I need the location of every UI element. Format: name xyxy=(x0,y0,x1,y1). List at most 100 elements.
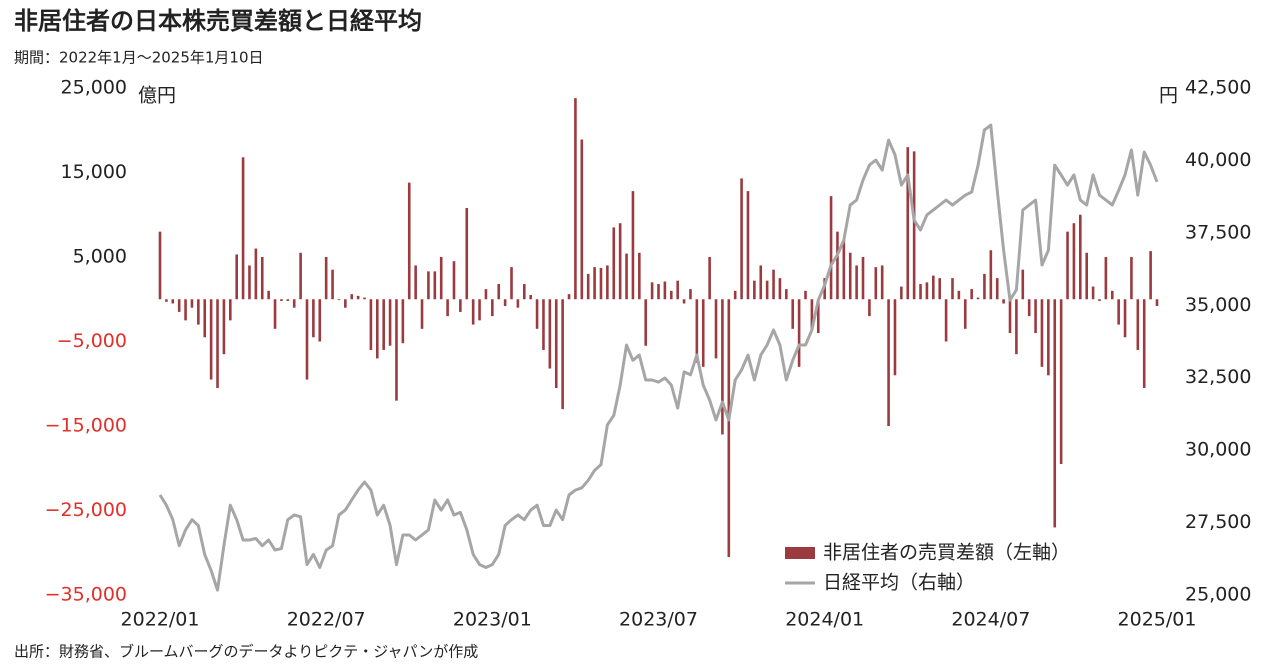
bar xyxy=(951,278,954,300)
bar xyxy=(944,299,948,342)
bar xyxy=(177,299,181,312)
bar xyxy=(855,265,858,300)
bar xyxy=(510,267,513,300)
bar xyxy=(407,182,411,300)
y-tick-label: 5,000 xyxy=(73,246,127,268)
y2-tick-label: 25,000 xyxy=(1185,584,1251,606)
y2-tick-label: 42,500 xyxy=(1185,77,1251,99)
x-tick-label: 2023/07 xyxy=(619,609,698,631)
bar xyxy=(759,265,763,300)
bar xyxy=(273,299,277,329)
bar xyxy=(963,299,967,329)
bar xyxy=(165,299,168,302)
bar xyxy=(522,284,526,300)
bar xyxy=(1123,299,1127,338)
bar xyxy=(574,98,577,300)
legend-label: 非居住者の売買差額（左軸） xyxy=(823,542,1070,564)
bar xyxy=(1136,299,1140,350)
bar xyxy=(970,289,973,300)
bar xyxy=(312,299,315,338)
bar xyxy=(554,299,558,388)
bar xyxy=(701,299,705,367)
y2-unit: 円 xyxy=(1159,85,1178,107)
bar xyxy=(740,178,743,300)
bar xyxy=(663,281,667,300)
y-tick-label: 15,000 xyxy=(61,161,127,183)
bar xyxy=(772,269,775,300)
bar xyxy=(1155,299,1159,307)
bar xyxy=(516,299,520,308)
x-tick-label: 2025/01 xyxy=(1118,609,1197,631)
bar xyxy=(874,267,878,300)
bar xyxy=(880,265,884,300)
bar xyxy=(644,299,648,346)
bar xyxy=(625,253,628,300)
x-tick-label: 2024/07 xyxy=(951,609,1030,631)
y-tick-label: 25,000 xyxy=(61,77,127,99)
bar xyxy=(344,299,347,308)
bar xyxy=(292,299,296,308)
bar xyxy=(606,265,609,300)
bar xyxy=(976,297,980,300)
bar xyxy=(286,299,290,301)
bar xyxy=(337,299,341,301)
bar xyxy=(1079,214,1082,300)
bar xyxy=(938,278,942,300)
bar xyxy=(861,257,865,300)
bar xyxy=(414,265,417,300)
bar xyxy=(721,299,724,435)
bar xyxy=(318,299,322,342)
bar xyxy=(260,257,264,300)
bar xyxy=(484,289,488,300)
bar xyxy=(1027,299,1031,317)
bar xyxy=(1085,252,1088,300)
bar xyxy=(669,290,673,300)
y-unit: 億円 xyxy=(138,85,176,107)
bar xyxy=(791,299,795,329)
bar xyxy=(912,151,916,300)
chart-subtitle: 期間：2022年1月～2025年1月10日 xyxy=(14,49,264,67)
bar xyxy=(471,299,475,325)
bar xyxy=(727,299,731,557)
bar xyxy=(580,139,584,300)
bar xyxy=(197,299,200,325)
legend-label: 日経平均（右軸） xyxy=(823,572,975,594)
bar xyxy=(657,284,660,300)
bar xyxy=(887,299,890,426)
bar xyxy=(529,295,532,300)
bar xyxy=(542,299,545,350)
bar xyxy=(1002,299,1005,304)
bar xyxy=(1098,299,1101,301)
bar xyxy=(356,295,360,300)
bar xyxy=(836,231,839,300)
bar xyxy=(184,299,187,321)
bar xyxy=(452,261,456,300)
bar xyxy=(695,299,699,363)
bar xyxy=(989,250,993,300)
bar xyxy=(478,299,481,321)
bar xyxy=(1015,299,1018,355)
bar xyxy=(586,273,590,300)
bar xyxy=(203,299,207,338)
bar xyxy=(420,299,424,329)
y-tick-label: −25,000 xyxy=(45,499,127,521)
bar xyxy=(1059,299,1063,465)
bar xyxy=(1149,251,1152,300)
bar xyxy=(305,299,309,380)
bar xyxy=(797,299,801,367)
bar xyxy=(535,299,539,329)
bar xyxy=(465,207,469,300)
y2-tick-label: 40,000 xyxy=(1185,149,1251,171)
bar xyxy=(171,299,175,304)
bar xyxy=(1040,299,1044,367)
bar xyxy=(650,282,654,300)
bar xyxy=(1072,223,1076,300)
y2-tick-label: 27,500 xyxy=(1185,511,1251,533)
bar xyxy=(1021,269,1025,300)
bar xyxy=(248,265,251,300)
bar xyxy=(433,271,437,300)
bar xyxy=(369,299,373,350)
bar xyxy=(1034,299,1037,334)
bar xyxy=(919,284,922,300)
